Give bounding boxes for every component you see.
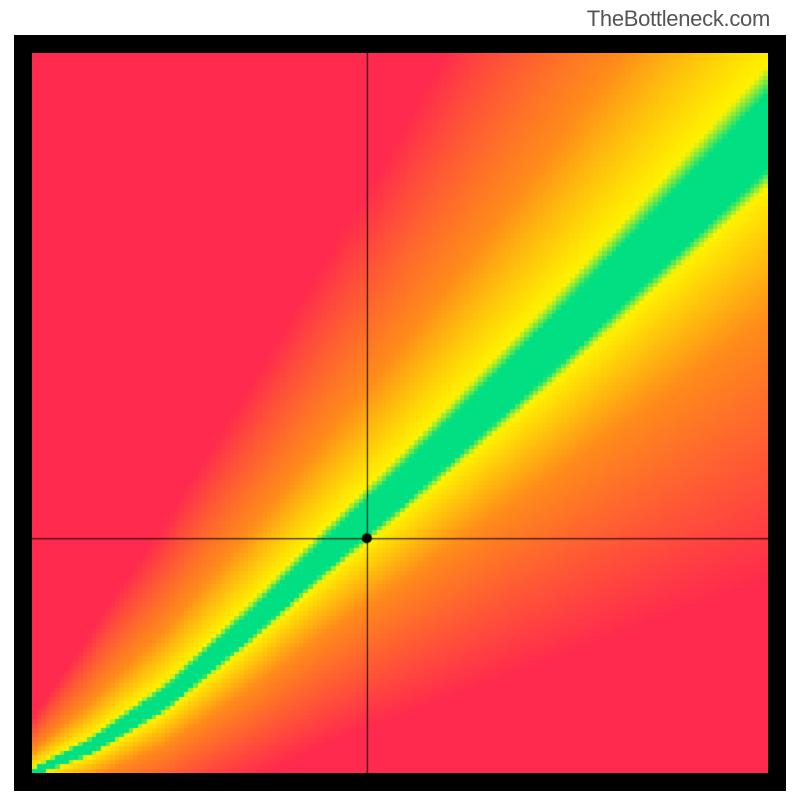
plot-inner-area	[32, 53, 768, 773]
watermark-text: TheBottleneck.com	[587, 6, 770, 32]
heatmap-canvas	[32, 53, 768, 773]
plot-outer-frame	[14, 35, 786, 791]
chart-container: TheBottleneck.com	[0, 0, 800, 800]
